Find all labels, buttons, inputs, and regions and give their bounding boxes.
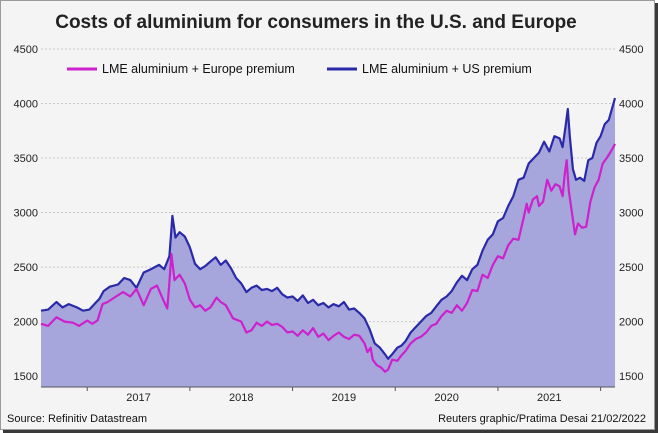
y-tick-left-2000: 2000 <box>14 317 38 329</box>
x-tick-label-2020: 2020 <box>434 392 458 404</box>
y-tick-right-4000: 4000 <box>619 99 643 111</box>
legend-label-us: LME aluminium + US premium <box>362 62 532 76</box>
y-tick-right-1500: 1500 <box>619 371 643 383</box>
legend: LME aluminium + Europe premium LME alumi… <box>65 58 571 80</box>
y-axis-right: 1500 2000 2500 3000 3500 4000 4500 <box>619 44 643 383</box>
x-axis: 2017 2018 2019 2020 2021 <box>41 386 615 404</box>
y-tick-right-3000: 3000 <box>619 208 643 220</box>
y-tick-left-1500: 1500 <box>14 371 38 383</box>
y-tick-left-3000: 3000 <box>14 208 38 220</box>
chart-title: Costs of aluminium for consumers in the … <box>55 12 577 33</box>
y-tick-left-2500: 2500 <box>14 262 38 274</box>
area-us-premium <box>41 98 615 387</box>
y-tick-left-3500: 3500 <box>14 153 38 165</box>
y-tick-right-3500: 3500 <box>619 153 643 165</box>
line-europe-premium <box>40 143 616 373</box>
x-tick-label-2018: 2018 <box>229 392 253 404</box>
y-tick-left-4500: 4500 <box>14 44 38 56</box>
plot-area <box>40 97 617 387</box>
source-note: Source: Refinitiv Datastream <box>7 413 147 425</box>
y-tick-right-2000: 2000 <box>619 317 643 329</box>
legend-background <box>65 58 571 80</box>
y-tick-left-4000: 4000 <box>14 99 38 111</box>
line-us-premium <box>40 97 617 360</box>
x-tick-label-2017: 2017 <box>126 392 150 404</box>
credit-note: Reuters graphic/Pratima Desai 21/02/2022 <box>438 413 646 425</box>
y-tick-right-2500: 2500 <box>619 262 643 274</box>
y-axis-left: 1500 2000 2500 3000 3500 4000 4500 <box>14 44 38 383</box>
x-tick-label-2019: 2019 <box>332 392 356 404</box>
x-tick-label-2021: 2021 <box>537 392 561 404</box>
y-tick-right-4500: 4500 <box>619 44 643 56</box>
legend-label-europe: LME aluminium + Europe premium <box>102 62 295 76</box>
